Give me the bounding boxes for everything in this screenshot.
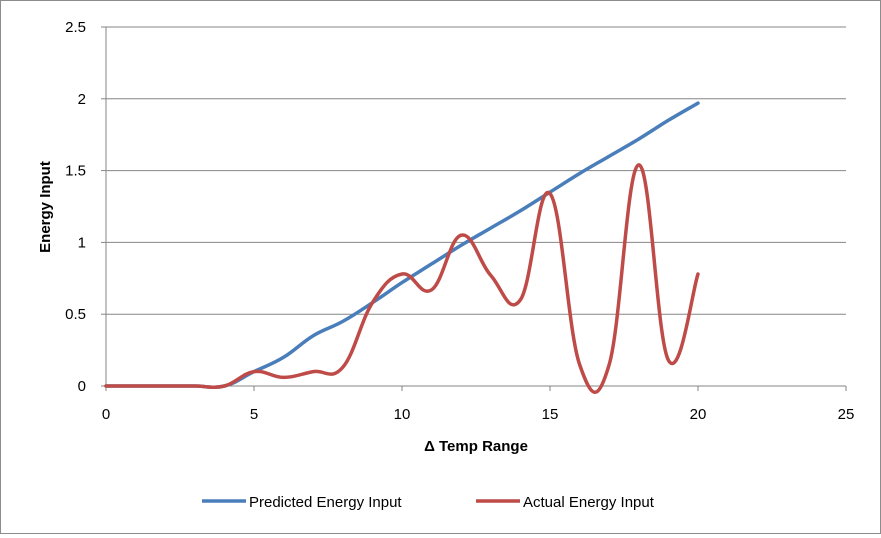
series-line-predicted [104,101,700,390]
series-lines [104,101,700,394]
axes [101,26,847,391]
x-tick-label: 10 [394,406,411,423]
x-tick-label: 5 [250,406,258,423]
y-tick-label: 2 [78,91,86,108]
y-tick-label: 1.5 [65,163,86,180]
legend-label: Actual Energy Input [523,494,655,511]
x-tick-label: 15 [542,406,559,423]
x-tick-label: 25 [838,406,855,423]
legend-label: Predicted Energy Input [249,494,402,511]
y-tick-label: 0.5 [65,306,86,323]
y-tick-label: 1 [78,234,86,251]
legend: Predicted Energy Input Actual Energy Inpu… [202,494,655,511]
y-tick-label: 2.5 [65,19,86,36]
series-line-actual [104,163,700,394]
x-axis-label: Δ Temp Range [424,438,528,455]
y-axis-label: Energy Input [37,161,54,253]
tick-labels: 0 0.5 1 1.5 2 2.5 0 5 10 15 20 25 [65,19,854,423]
x-tick-label: 20 [690,406,707,423]
gridlines [106,26,846,315]
y-tick-label: 0 [78,378,86,395]
x-tick-label: 0 [102,406,110,423]
